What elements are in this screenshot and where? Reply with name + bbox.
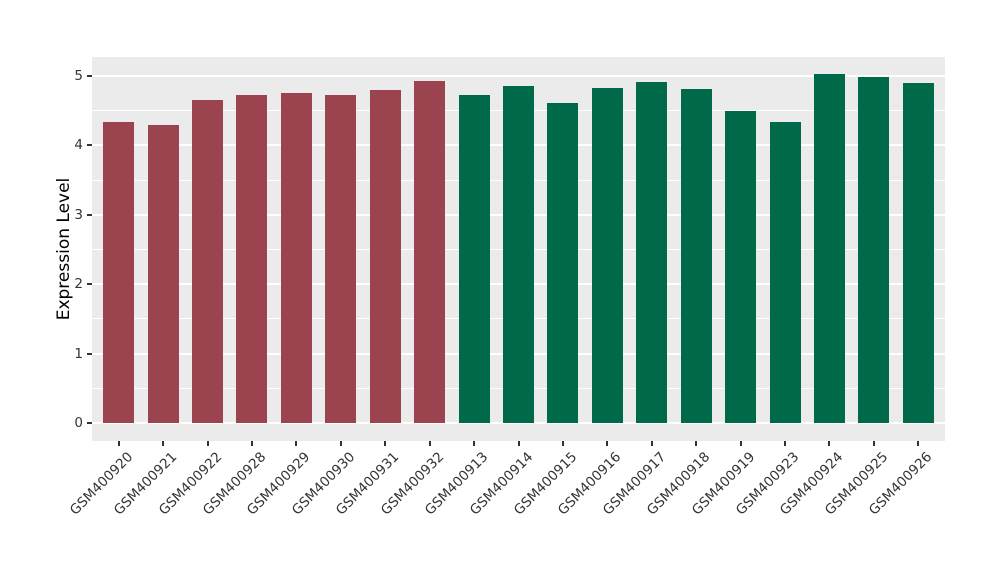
y-tick-label: 5 — [74, 68, 83, 84]
y-tick-label: 4 — [74, 137, 83, 154]
x-tick-mark — [162, 441, 165, 446]
bar-GSM400914 — [503, 85, 534, 423]
y-tick-mark — [87, 213, 92, 216]
x-tick-mark — [828, 441, 831, 446]
y-tick-label: 3 — [74, 206, 83, 223]
x-tick-mark — [250, 441, 253, 446]
bar-GSM400921 — [147, 125, 179, 423]
y-tick-mark — [87, 75, 92, 77]
bar-GSM400918 — [680, 89, 712, 423]
bar-GSM400917 — [636, 82, 668, 423]
x-tick-mark — [339, 441, 342, 446]
gridline-major — [92, 422, 945, 424]
gridline-major — [92, 75, 945, 77]
x-tick-mark — [295, 441, 298, 446]
bar-GSM400924 — [813, 73, 845, 423]
x-tick-mark — [872, 441, 875, 446]
x-tick-mark — [561, 441, 564, 446]
bar-GSM400929 — [280, 92, 312, 423]
y-tick-mark — [87, 352, 92, 355]
bar-GSM400922 — [192, 100, 223, 423]
plot-panel — [92, 57, 945, 441]
x-tick-mark — [784, 441, 787, 446]
x-tick-mark — [517, 441, 520, 446]
bar-GSM400923 — [769, 122, 801, 423]
y-tick-mark — [87, 422, 92, 424]
y-tick-label: 1 — [74, 345, 83, 362]
x-tick-mark — [695, 441, 698, 446]
y-axis-title: Expression Level — [54, 177, 74, 321]
bar-GSM400931 — [369, 89, 401, 423]
x-tick-mark — [739, 441, 742, 446]
bar-GSM400925 — [858, 76, 890, 423]
x-tick-mark — [650, 441, 653, 446]
y-tick-mark — [87, 283, 92, 286]
x-tick-mark — [606, 441, 609, 446]
bar-GSM400926 — [902, 82, 934, 423]
bar-GSM400913 — [458, 95, 490, 423]
x-tick-mark — [117, 441, 120, 446]
y-tick-mark — [87, 144, 92, 147]
bar-GSM400932 — [414, 80, 446, 423]
bar-GSM400916 — [591, 87, 623, 423]
y-tick-label: 2 — [74, 276, 83, 293]
bar-GSM400928 — [236, 95, 268, 423]
y-tick-label: 0 — [74, 415, 83, 431]
bar-GSM400920 — [103, 121, 135, 423]
bar-GSM400915 — [547, 103, 579, 423]
x-tick-mark — [206, 441, 209, 446]
x-tick-mark — [428, 441, 431, 446]
bar-GSM400930 — [325, 94, 357, 423]
bar-GSM400919 — [725, 110, 757, 423]
x-tick-mark — [473, 441, 476, 446]
x-tick-mark — [384, 441, 387, 446]
x-tick-mark — [917, 441, 920, 446]
